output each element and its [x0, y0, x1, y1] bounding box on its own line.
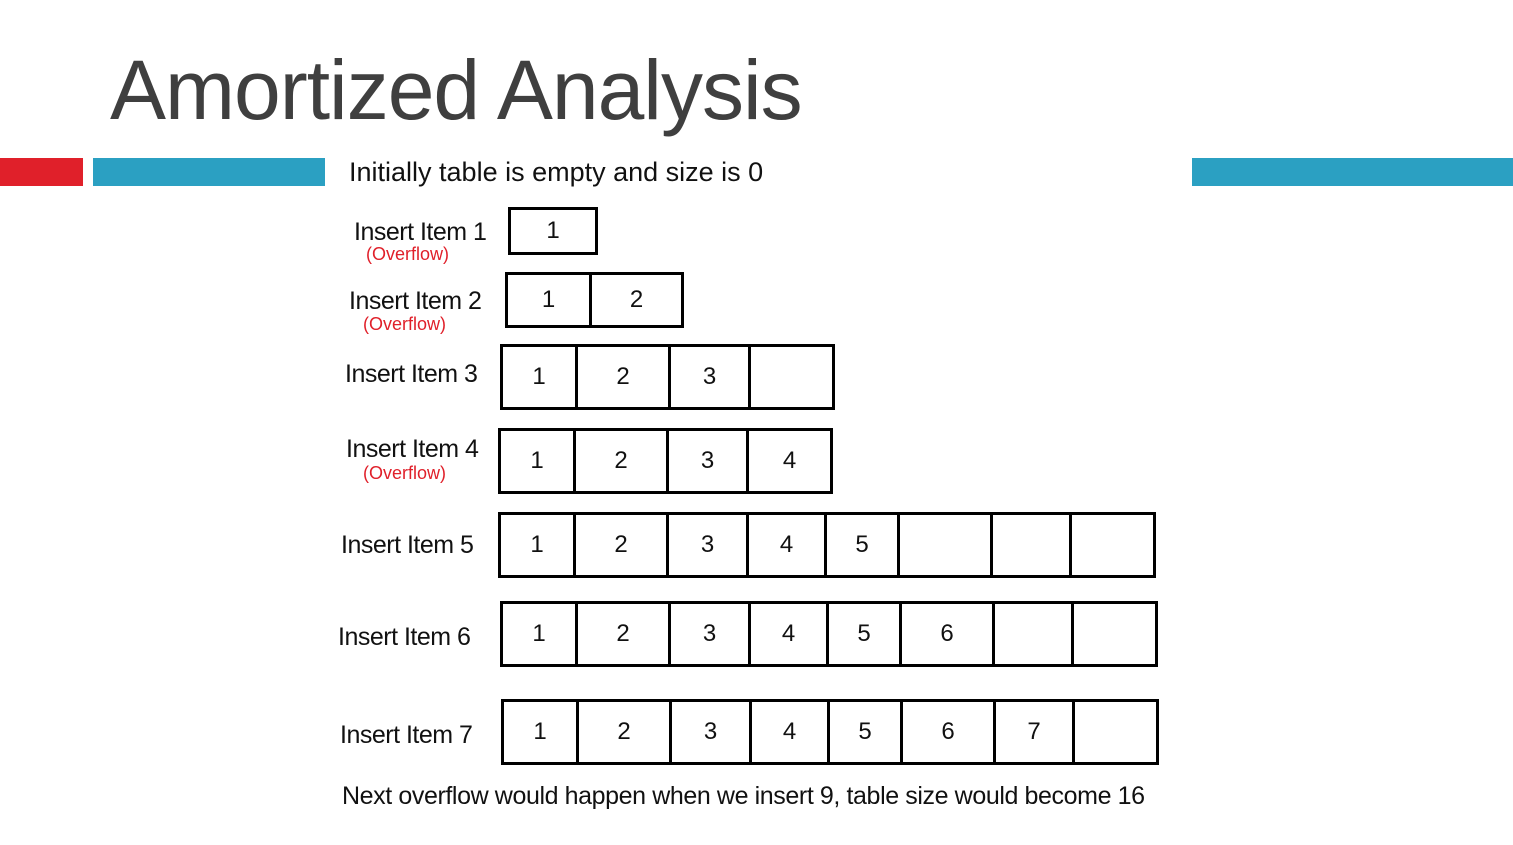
table-cell: 2: [576, 431, 669, 491]
table-cell: 3: [669, 431, 749, 491]
table-cell: 5: [827, 515, 900, 575]
table-cell: [751, 347, 832, 407]
table-cell: 1: [501, 431, 576, 491]
table-cell: 5: [829, 604, 902, 664]
table-cell: 6: [902, 604, 995, 664]
table-cell: 1: [546, 217, 560, 244]
slide-title: Amortized Analysis: [110, 43, 803, 137]
hash-table: 1: [508, 207, 598, 255]
table-cell: [1072, 515, 1153, 575]
row-label: Insert Item 5: [341, 531, 474, 559]
table-cell: 1: [501, 515, 576, 575]
table-cell: 2: [579, 702, 672, 762]
table-cell: [900, 515, 993, 575]
table-cell: 4: [751, 604, 829, 664]
row-label: Insert Item 3: [345, 360, 478, 388]
overflow-note: (Overflow): [366, 244, 450, 264]
table-cell: 3: [669, 515, 749, 575]
table-cell: 5: [830, 702, 903, 762]
table-cell: 4: [752, 702, 830, 762]
table-cell: 4: [749, 515, 827, 575]
table-cell: [1075, 702, 1156, 762]
row-label: Insert Item 4: [346, 435, 479, 463]
table-cell: 2: [578, 347, 671, 407]
table-cell: 1: [504, 702, 579, 762]
row-label: Insert Item 7: [340, 721, 473, 749]
accent-bar-teal-left: [93, 158, 325, 186]
slide-subtitle: Initially table is empty and size is 0: [349, 157, 764, 187]
table-cell: 2: [578, 604, 671, 664]
table-cell: [995, 604, 1074, 664]
table-cell: 4: [782, 447, 797, 474]
overflow-note: (Overflow): [363, 463, 447, 483]
table-cell: 2: [576, 515, 669, 575]
slide-footer: Next overflow would happen when we inser…: [342, 782, 1145, 810]
table-cell: 1: [508, 275, 592, 325]
table-cell: 2: [629, 286, 644, 313]
table-cell: 7: [996, 702, 1075, 762]
table-cell: 3: [672, 702, 752, 762]
row-label: Insert Item 6: [338, 623, 471, 651]
row-label: Insert Item 2: [349, 287, 482, 315]
table-cell: [1074, 604, 1155, 664]
table-cell: 3: [671, 604, 751, 664]
row-label: Insert Item 1: [354, 218, 487, 246]
table-cell: 1: [503, 347, 578, 407]
accent-bar-red: [0, 158, 83, 186]
table-cell: 1: [503, 604, 578, 664]
overflow-note: (Overflow): [363, 314, 447, 334]
table-cell: 6: [903, 702, 996, 762]
accent-bar-teal-right: [1192, 158, 1513, 186]
table-cell: [993, 515, 1072, 575]
table-cell: 3: [671, 347, 751, 407]
